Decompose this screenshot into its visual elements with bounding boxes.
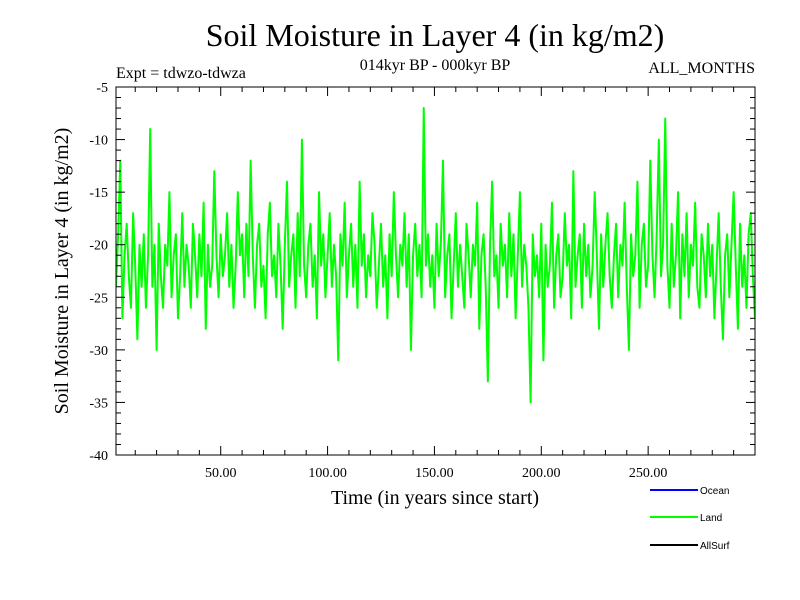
legend-label-ocean: Ocean xyxy=(700,486,729,497)
plot-frame xyxy=(115,86,756,456)
chart-subtitle-right: ALL_MONTHS xyxy=(648,60,755,77)
y-tick-label: -35 xyxy=(89,396,108,411)
x-tick-label: 100.00 xyxy=(308,466,347,481)
legend-label-allsurf: AllSurf xyxy=(700,541,730,552)
legend-label-land: Land xyxy=(700,513,722,524)
x-tick-label: 150.00 xyxy=(415,466,454,481)
y-tick-label: -25 xyxy=(89,291,108,306)
chart-title: Soil Moisture in Layer 4 (in kg/m2) xyxy=(206,17,665,53)
y-tick-label: -10 xyxy=(89,134,108,149)
chart-subtitle-left: Expt = tdwzo-tdwza xyxy=(116,65,246,82)
y-tick-label: -5 xyxy=(96,81,108,96)
x-tick-label: 50.00 xyxy=(205,466,237,481)
y-axis-label: Soil Moisture in Layer 4 (in kg/m2) xyxy=(51,128,73,415)
y-tick-label: -40 xyxy=(89,449,108,464)
series-line-land xyxy=(116,107,755,404)
x-axis-label: Time (in years since start) xyxy=(331,487,539,509)
x-tick-label: 250.00 xyxy=(629,466,668,481)
chart-subtitle-center: 014kyr BP - 000kyr BP xyxy=(360,57,511,74)
x-tick-label: 200.00 xyxy=(522,466,561,481)
y-tick-label: -20 xyxy=(89,239,108,254)
y-tick-label: -15 xyxy=(89,186,108,201)
y-tick-label: -30 xyxy=(89,344,108,359)
legend: Ocean Land AllSurf xyxy=(650,486,730,552)
